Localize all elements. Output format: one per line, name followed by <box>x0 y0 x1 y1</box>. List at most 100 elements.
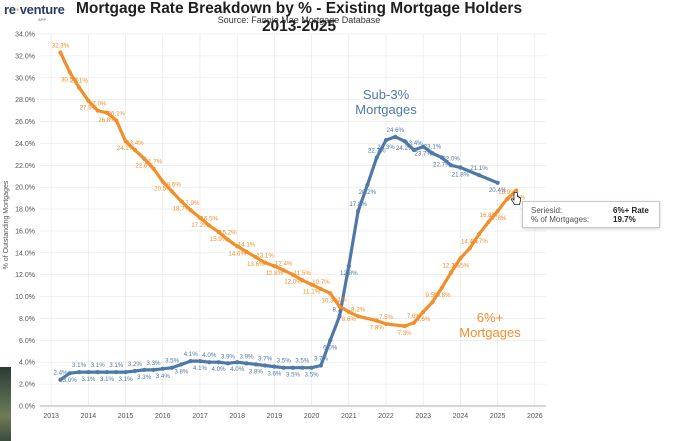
brand-name-part2: venture <box>19 2 65 17</box>
chart-subtitle: Source: Fannie Mae Mortgage Database <box>217 15 381 25</box>
chart-title: Mortgage Rate Breakdown by % - Existing … <box>75 0 523 35</box>
data-point <box>179 362 184 367</box>
data-point <box>402 139 407 144</box>
data-label: 3.1% <box>91 362 106 369</box>
y-tick-label: 32.0% <box>15 53 35 60</box>
data-label: 17.9% <box>182 200 200 207</box>
data-point <box>300 365 305 370</box>
data-label: 3.2% <box>128 361 143 368</box>
x-tick-label: 2015 <box>118 413 134 420</box>
data-label: 3.1% <box>100 376 115 383</box>
x-tick-label: 2014 <box>81 413 97 420</box>
data-point <box>309 365 314 370</box>
data-point <box>439 285 444 290</box>
data-label: 12.4% <box>275 260 293 267</box>
data-label: 12.2% <box>442 263 460 270</box>
series-six-plus: 32.3% 30.5%29.1% 27.9%27.0% 26.8%26.1% 24.2%… <box>52 43 526 338</box>
data-point <box>86 369 91 375</box>
data-label: 12.0% <box>284 279 302 286</box>
data-point <box>76 369 82 375</box>
data-point <box>374 318 379 323</box>
data-label: 3.0% <box>63 377 78 384</box>
tooltip-pct-key: % of Mortgages: <box>531 215 590 224</box>
data-point <box>253 255 258 260</box>
y-tick-label: 34.0% <box>15 32 35 39</box>
data-point <box>411 147 417 153</box>
data-point <box>318 363 324 368</box>
data-label: 27.9% <box>80 105 98 112</box>
series-sub3: 2.4%3.0%3.1%3.1%3.1%3.1%3.1%3.1%3.2%3.3%… <box>53 127 506 384</box>
x-tick-label: 2023 <box>415 413 431 420</box>
data-point <box>179 199 184 204</box>
data-label: 3.8% <box>174 368 189 375</box>
data-label: 20.4% <box>489 187 507 194</box>
series-label-sub3-line1: Sub-3% <box>363 87 410 102</box>
data-point <box>123 369 128 375</box>
data-label: 6.0% <box>323 344 338 351</box>
data-point <box>402 324 407 329</box>
data-label: 3.5% <box>165 358 180 365</box>
tooltip-series-value: 6%+ Rate <box>613 206 649 215</box>
x-tick-label: 2024 <box>453 413 469 420</box>
data-point <box>393 134 398 139</box>
data-label: 32.3% <box>52 43 70 50</box>
data-label: 17.8% <box>349 201 367 208</box>
data-label: 19.6% <box>163 182 181 189</box>
data-label: 3.5% <box>295 358 310 365</box>
data-point <box>290 365 296 370</box>
data-point <box>225 237 230 242</box>
data-point <box>244 249 249 254</box>
series-layer: 2.4%3.0%3.1%3.1%3.1%3.1%3.1%3.1%3.2%3.3%… <box>52 43 526 385</box>
y-tick-label: 4.0% <box>19 360 35 367</box>
background-photo-edge <box>0 367 11 441</box>
data-point <box>272 263 277 269</box>
data-point <box>309 282 314 287</box>
data-point <box>197 215 203 220</box>
data-point <box>86 98 91 103</box>
data-point <box>95 108 100 113</box>
data-label: 3.4% <box>156 373 171 380</box>
data-label: 3.7% <box>258 356 273 363</box>
data-point <box>449 163 454 168</box>
data-point <box>272 364 277 369</box>
data-label: 4.0% <box>202 352 217 359</box>
data-label: 24.3% <box>377 144 395 151</box>
data-label: 26.1% <box>107 110 125 117</box>
data-label: 4.1% <box>184 351 199 358</box>
data-point <box>430 151 435 156</box>
x-tick-label: 2016 <box>155 413 171 420</box>
data-label: 21.1% <box>470 165 488 172</box>
data-label: 3.3% <box>137 374 152 381</box>
data-point <box>132 147 137 153</box>
data-label: 3.3% <box>146 360 161 367</box>
data-point <box>216 229 221 235</box>
data-label: 3.1% <box>109 362 124 369</box>
y-tick-label: 22.0% <box>15 163 35 170</box>
data-point <box>374 155 379 160</box>
data-point <box>281 268 286 273</box>
y-tick-label: 12.0% <box>15 272 35 279</box>
hand-cursor-icon <box>510 192 521 205</box>
series-label-six-plus-line1: 6%+ <box>477 310 503 325</box>
data-label: 3.6% <box>267 371 282 378</box>
y-axis-label: % of Outstanding Mortgages <box>3 180 10 269</box>
data-point <box>421 309 426 315</box>
data-point <box>328 291 333 296</box>
data-label: 26.8% <box>98 117 116 124</box>
data-point <box>169 189 175 194</box>
data-label: 23.4% <box>126 140 144 147</box>
y-tick-label: 2.0% <box>19 382 35 389</box>
data-point <box>253 362 258 367</box>
data-point <box>337 314 342 319</box>
brand-logo: re·venture <box>4 2 65 17</box>
data-label: 12.8% <box>266 270 284 277</box>
data-label: 2.4% <box>53 370 68 377</box>
data-label: 22.6% <box>135 163 153 170</box>
data-point <box>188 359 193 364</box>
data-point <box>188 208 193 213</box>
x-tick-label: 2025 <box>490 413 506 420</box>
data-point <box>421 144 426 149</box>
data-point <box>504 197 510 202</box>
data-label: 15.9% <box>210 236 228 243</box>
